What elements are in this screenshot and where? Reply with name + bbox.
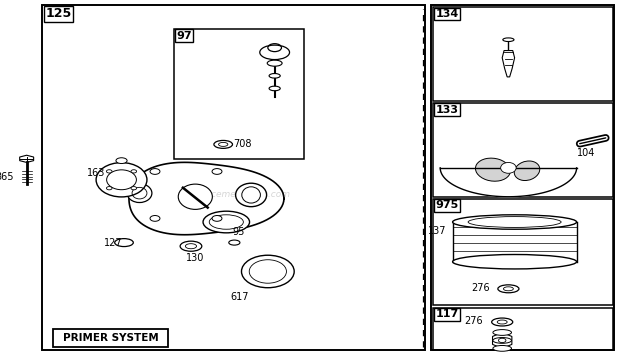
Ellipse shape <box>269 74 280 78</box>
Ellipse shape <box>150 216 160 221</box>
Text: 276: 276 <box>471 283 490 293</box>
Text: 127: 127 <box>104 238 123 248</box>
Text: 163: 163 <box>87 168 106 178</box>
Ellipse shape <box>131 170 136 173</box>
Ellipse shape <box>214 140 232 148</box>
Ellipse shape <box>212 169 222 174</box>
Polygon shape <box>129 162 284 235</box>
Text: 125: 125 <box>45 7 71 20</box>
Ellipse shape <box>514 161 540 180</box>
Ellipse shape <box>107 170 112 173</box>
Text: 975: 975 <box>435 200 458 210</box>
Text: PRIMER SYSTEM: PRIMER SYSTEM <box>63 333 159 343</box>
Bar <box>42 5 425 350</box>
Ellipse shape <box>96 162 147 197</box>
Ellipse shape <box>492 318 513 326</box>
Ellipse shape <box>203 211 249 233</box>
Ellipse shape <box>116 158 127 164</box>
Ellipse shape <box>453 215 577 229</box>
Ellipse shape <box>267 60 282 66</box>
Ellipse shape <box>212 216 222 221</box>
Ellipse shape <box>236 183 267 206</box>
Text: 137: 137 <box>428 226 446 236</box>
Text: 130: 130 <box>186 253 205 264</box>
Ellipse shape <box>476 158 510 181</box>
Ellipse shape <box>501 162 516 173</box>
Bar <box>433 308 613 350</box>
Bar <box>174 29 304 159</box>
Ellipse shape <box>131 187 136 190</box>
Ellipse shape <box>493 330 512 335</box>
Text: 134: 134 <box>435 9 458 19</box>
Text: 276: 276 <box>464 316 482 326</box>
Text: eReplacementParts.com: eReplacementParts.com <box>180 191 291 199</box>
Ellipse shape <box>229 240 240 245</box>
Ellipse shape <box>127 184 152 203</box>
Text: 95: 95 <box>232 227 244 237</box>
Ellipse shape <box>493 338 512 343</box>
Text: 365: 365 <box>0 172 14 182</box>
Text: 133: 133 <box>435 105 458 115</box>
Ellipse shape <box>498 285 519 293</box>
Ellipse shape <box>503 38 514 42</box>
Ellipse shape <box>260 45 290 60</box>
Ellipse shape <box>493 345 512 351</box>
Ellipse shape <box>269 86 280 91</box>
Polygon shape <box>440 168 577 197</box>
Ellipse shape <box>180 241 202 251</box>
Ellipse shape <box>453 255 577 269</box>
Text: 708: 708 <box>233 139 252 149</box>
Ellipse shape <box>115 239 133 247</box>
Ellipse shape <box>150 169 160 174</box>
Text: 117: 117 <box>435 309 458 319</box>
Text: 617: 617 <box>231 292 249 303</box>
Bar <box>431 5 614 350</box>
Text: 97: 97 <box>176 31 192 41</box>
Polygon shape <box>502 51 515 77</box>
Bar <box>53 329 168 347</box>
Polygon shape <box>20 155 33 162</box>
Ellipse shape <box>107 187 112 190</box>
Bar <box>433 7 613 101</box>
Bar <box>433 199 613 305</box>
Text: 104: 104 <box>577 148 595 158</box>
Bar <box>433 103 613 197</box>
Ellipse shape <box>241 255 294 288</box>
Polygon shape <box>492 332 512 348</box>
Ellipse shape <box>179 184 212 209</box>
